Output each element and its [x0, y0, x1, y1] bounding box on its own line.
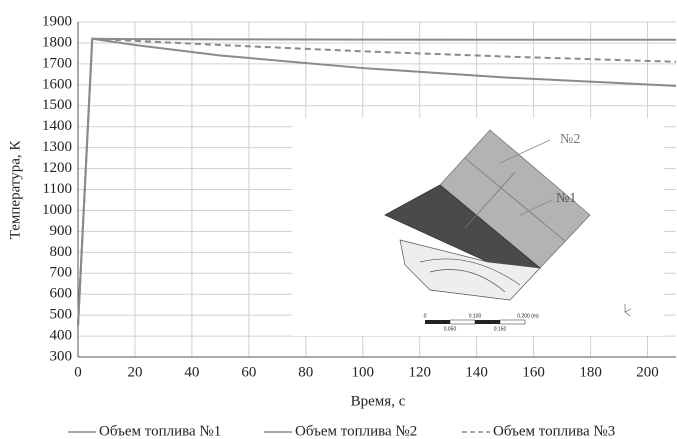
y-tick-label: 300: [50, 348, 73, 364]
legend-label: Объем топлива №3: [493, 423, 615, 439]
x-tick-label: 20: [127, 364, 142, 380]
x-axis-label: Время, с: [351, 393, 406, 409]
x-tick-label: 100: [352, 364, 375, 380]
y-tick-label: 500: [50, 307, 73, 323]
x-tick-label: 180: [579, 364, 602, 380]
x-tick-label: 160: [522, 364, 545, 380]
y-tick-label: 400: [50, 328, 73, 344]
y-tick-label: 1600: [42, 76, 72, 92]
legend-label: Объем топлива №2: [295, 423, 417, 439]
chart: №2 №1 0 0.100 0.200 (m) 0.050 0.150 Врем…: [0, 0, 677, 439]
inset-label: №2: [560, 132, 580, 147]
x-tick-label: 0: [74, 364, 82, 380]
scale-label: 0.100: [469, 313, 482, 319]
legend-label: Объем топлива №1: [99, 423, 221, 439]
x-tick-label: 200: [636, 364, 659, 380]
scale-label: 0.200 (m): [517, 313, 539, 319]
y-tick-label: 600: [50, 286, 73, 302]
y-tick-label: 1800: [42, 34, 72, 50]
y-tick-label: 1200: [42, 160, 72, 176]
inset-image: [292, 118, 664, 336]
x-tick-label: 120: [408, 364, 431, 380]
y-tick-label: 1700: [42, 55, 72, 71]
y-tick-label: 1400: [42, 118, 72, 134]
y-tick-label: 1100: [43, 181, 72, 197]
y-axis-label: Температура, К: [7, 140, 23, 240]
scale-label: 0.150: [494, 326, 507, 332]
x-tick-label: 140: [465, 364, 488, 380]
scale-label: 0: [424, 313, 427, 319]
scale-label: 0.050: [444, 326, 457, 332]
y-tick-label: 1900: [42, 13, 72, 29]
y-tick-label: 700: [50, 265, 73, 281]
y-tick-label: 1500: [42, 97, 72, 113]
y-tick-label: 1300: [42, 139, 72, 155]
x-tick-label: 40: [184, 364, 199, 380]
y-tick-label: 1000: [42, 202, 72, 218]
x-tick-label: 60: [241, 364, 256, 380]
y-tick-label: 900: [50, 223, 73, 239]
inset-label: №1: [556, 191, 576, 206]
y-tick-label: 800: [50, 244, 73, 260]
x-tick-label: 80: [298, 364, 313, 380]
